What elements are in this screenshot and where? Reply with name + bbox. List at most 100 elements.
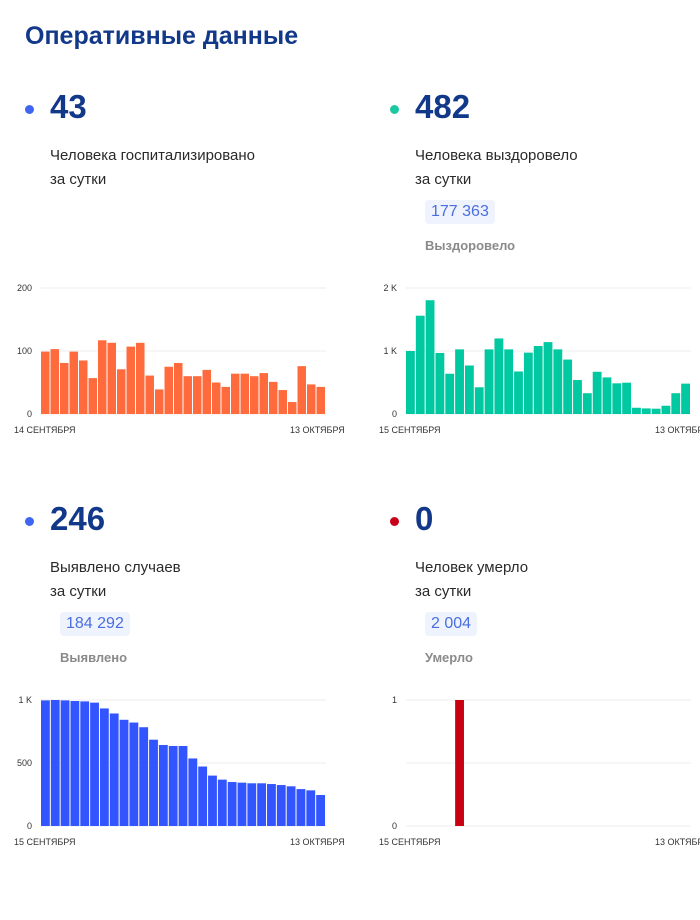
bar — [523, 352, 533, 414]
y-tick-label: 200 — [17, 283, 32, 293]
y-tick-label: 1 K — [383, 346, 397, 356]
bar — [98, 340, 107, 414]
y-tick-label: 2 K — [383, 283, 397, 293]
stat-value: 43 — [50, 88, 87, 125]
bar — [563, 359, 573, 414]
bar — [316, 386, 325, 414]
bar — [474, 387, 484, 414]
total-badge: 177 363 — [425, 200, 495, 224]
bar — [126, 346, 135, 414]
bar-chart-hospitalized: 0 100 200 14 СЕНТЯБРЯ 13 ОКТЯБРЯ — [14, 283, 345, 435]
x-end-label: 13 ОКТЯБРЯ — [655, 837, 700, 847]
bar — [188, 758, 198, 826]
bar — [145, 375, 154, 414]
bar — [158, 744, 168, 826]
total-badge: 184 292 — [60, 612, 130, 636]
bar — [573, 380, 582, 414]
bar — [217, 779, 227, 826]
stat-card-deaths: 0 Человек умерло за сутки 2 004 Умерло 0 1 15… — [365, 500, 700, 920]
bar — [455, 700, 464, 826]
bar — [136, 342, 145, 414]
bar — [88, 378, 97, 414]
bar — [41, 351, 50, 414]
status-dot-icon — [25, 517, 34, 526]
stat-label: Человека госпитализировано за сутки — [50, 144, 255, 192]
bar — [632, 407, 641, 414]
y-tick-label: 1 — [392, 695, 397, 705]
bar — [212, 382, 221, 414]
y-tick-label: 100 — [17, 346, 32, 356]
bar — [286, 786, 296, 826]
y-tick-label: 1 K — [18, 695, 32, 705]
stat-label-line2: за сутки — [50, 583, 107, 600]
bar — [70, 701, 80, 826]
bar — [415, 315, 425, 414]
bar — [41, 700, 50, 826]
bar — [406, 351, 415, 414]
bar — [425, 300, 435, 414]
total-label: Выздоровело — [425, 238, 516, 253]
x-end-label: 13 ОКТЯБРЯ — [655, 425, 700, 435]
bar — [247, 783, 257, 826]
x-start-label: 15 СЕНТЯБРЯ — [14, 837, 76, 847]
bar — [582, 393, 592, 414]
stat-value: 0 — [415, 500, 434, 537]
y-tick-label: 500 — [17, 758, 32, 768]
bar — [227, 782, 237, 826]
bar — [119, 719, 129, 826]
bar — [464, 365, 474, 414]
bar — [50, 700, 60, 826]
bar — [109, 713, 119, 826]
bar — [231, 373, 240, 414]
bar — [296, 789, 306, 826]
bar — [117, 369, 126, 414]
bar — [107, 342, 116, 414]
bar — [671, 393, 681, 414]
x-end-label: 13 ОКТЯБРЯ — [290, 837, 345, 847]
stat-label-line2: за сутки — [415, 171, 472, 188]
bar — [259, 373, 268, 414]
y-tick-label: 0 — [392, 821, 397, 831]
bar-chart-detected: 0 500 1 K 15 СЕНТЯБРЯ 13 ОКТЯБРЯ — [14, 695, 345, 847]
bar — [257, 783, 267, 826]
bar — [250, 376, 259, 414]
bar — [99, 708, 109, 826]
bar — [641, 408, 651, 414]
bar — [208, 775, 217, 826]
bar — [202, 369, 211, 414]
bar — [504, 349, 514, 414]
bar — [60, 362, 69, 414]
bar — [178, 745, 188, 826]
bar — [297, 366, 306, 414]
bar — [237, 782, 247, 826]
bar — [533, 346, 543, 414]
bar — [651, 408, 661, 414]
y-tick-label: 0 — [392, 409, 397, 419]
stat-card-hospitalized: 43 Человека госпитализировано за сутки 0 10… — [0, 88, 350, 508]
bar — [79, 360, 88, 414]
bar — [240, 373, 249, 414]
bar — [316, 795, 325, 826]
bar — [514, 371, 523, 414]
bar — [80, 701, 90, 826]
bar — [50, 349, 59, 414]
bar — [276, 785, 286, 826]
bar — [139, 727, 149, 826]
bar-chart-recovered: 0 1 K 2 K 15 СЕНТЯБРЯ 13 ОКТЯБРЯ — [379, 283, 700, 435]
bar — [269, 381, 278, 414]
stat-label-line1: Человека госпитализировано — [50, 147, 256, 164]
bar — [193, 376, 202, 414]
stat-label: Человека выздоровело за сутки — [415, 144, 578, 192]
stat-card-detected: 246 Выявлено случаев за сутки 184 292 Выяв… — [0, 500, 350, 920]
bar — [69, 351, 78, 414]
bar — [221, 386, 230, 414]
bar — [455, 349, 464, 414]
bar — [60, 700, 70, 826]
total-label: Выявлено — [60, 650, 128, 665]
y-tick-label: 0 — [27, 821, 32, 831]
bar — [681, 383, 690, 414]
bar — [612, 383, 622, 414]
bar — [129, 722, 139, 826]
stat-value: 482 — [415, 88, 471, 125]
bar — [484, 349, 494, 414]
